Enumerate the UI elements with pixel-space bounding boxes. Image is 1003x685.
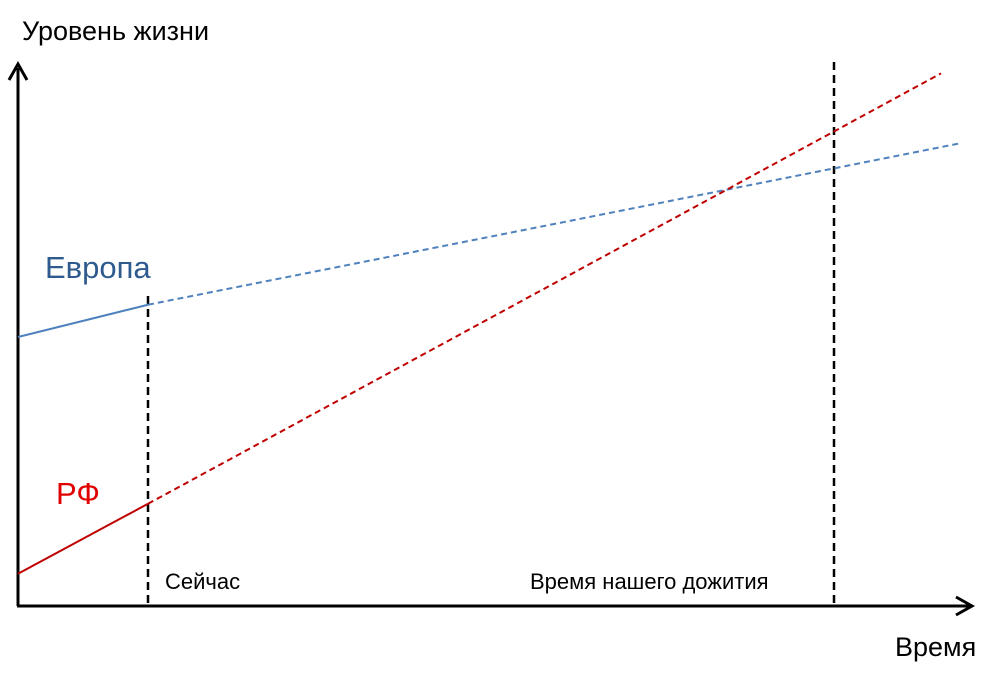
y-axis-arrow: [7, 60, 29, 81]
rf-history-line: [17, 502, 149, 575]
europe-history-line: [17, 303, 149, 338]
europe-projection-line: [147, 142, 961, 306]
now-marker-label: Сейчас: [165, 569, 241, 594]
x-axis-arrow: [955, 595, 976, 617]
x-axis-label: Время: [895, 632, 977, 662]
survival-marker-label: Время нашего дожития: [530, 569, 769, 594]
europe-series-label: Европа: [45, 250, 151, 285]
rf-projection-line: [147, 72, 942, 505]
rf-series-label: РФ: [56, 476, 100, 511]
y-axis-label: Уровень жизни: [22, 16, 210, 46]
